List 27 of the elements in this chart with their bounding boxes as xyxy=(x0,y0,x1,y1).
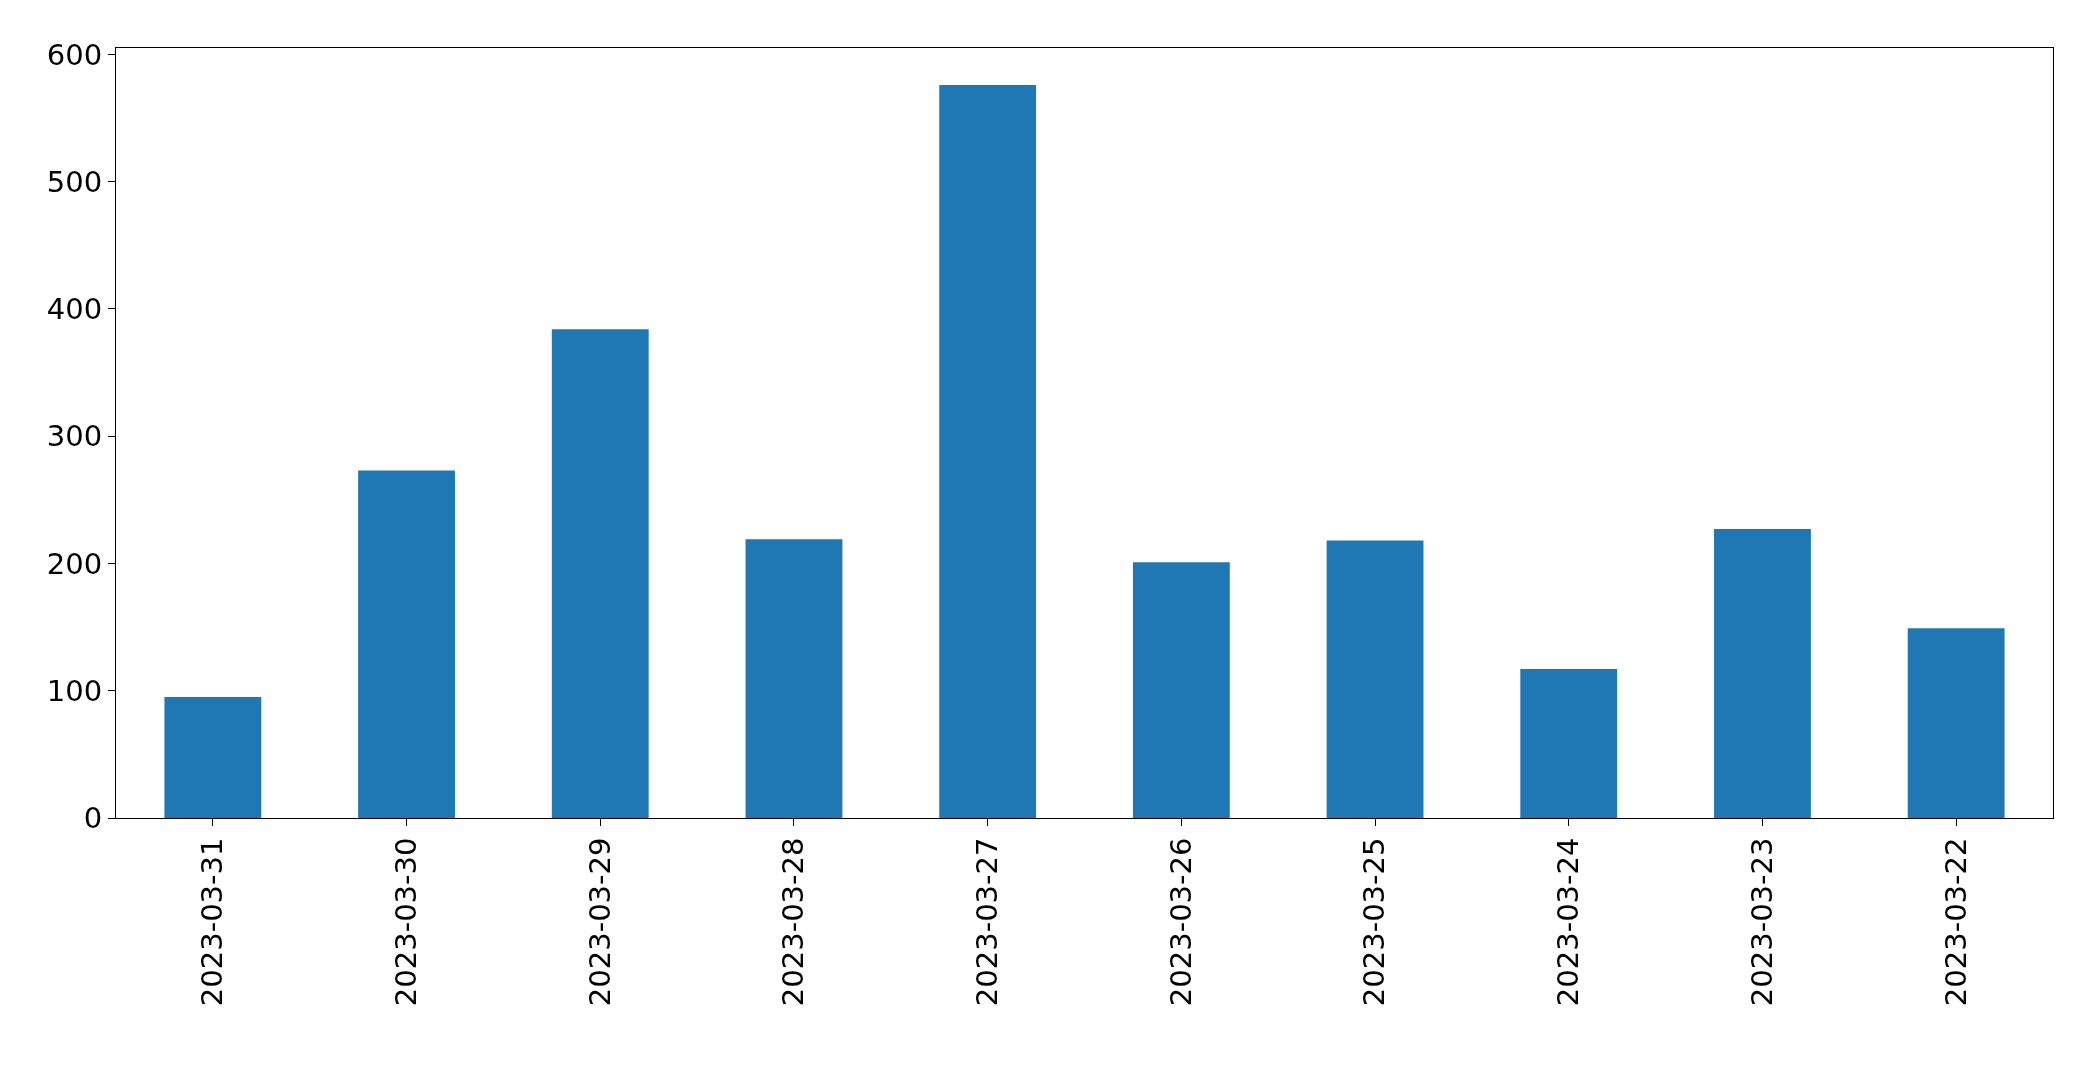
x-tick-label: 2023-03-23 xyxy=(1744,837,1779,1007)
bar xyxy=(551,329,649,818)
y-tick-label: 600 xyxy=(46,37,103,72)
bar xyxy=(1132,562,1230,818)
y-tick-label: 100 xyxy=(46,673,103,708)
x-tick-label: 2023-03-28 xyxy=(776,837,811,1007)
x-tick-label: 2023-03-29 xyxy=(582,837,617,1007)
y-tick-label: 0 xyxy=(83,801,103,836)
x-tick-label: 2023-03-22 xyxy=(1938,837,1973,1007)
bar xyxy=(164,697,262,818)
bar xyxy=(1714,529,1811,818)
bar xyxy=(1326,540,1424,818)
y-tick-label: 200 xyxy=(46,546,103,581)
x-tick-label: 2023-03-31 xyxy=(195,837,230,1007)
y-tick-label: 400 xyxy=(46,292,103,327)
x-tick-label: 2023-03-26 xyxy=(1163,837,1198,1007)
y-tick-label: 300 xyxy=(46,419,103,454)
x-tick-label: 2023-03-27 xyxy=(970,837,1005,1007)
x-tick-label: 2023-03-30 xyxy=(388,837,423,1007)
bar xyxy=(1520,669,1618,818)
y-tick-label: 500 xyxy=(46,164,103,199)
x-tick-label: 2023-03-25 xyxy=(1357,837,1392,1007)
bar xyxy=(358,470,455,818)
bar xyxy=(1907,628,2005,818)
bar xyxy=(939,84,1037,818)
bar xyxy=(745,539,843,818)
x-tick-label: 2023-03-24 xyxy=(1551,837,1586,1007)
